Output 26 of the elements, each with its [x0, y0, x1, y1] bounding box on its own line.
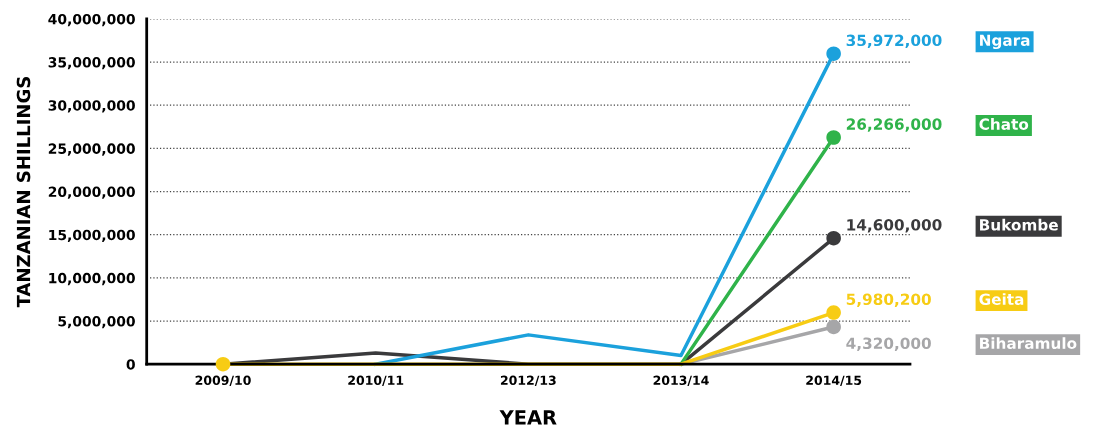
x-tick-label: 2013/14	[653, 375, 709, 386]
x-tick-label: 2009/10	[195, 375, 251, 386]
y-tick-label: 10,000,000	[49, 272, 135, 286]
y-tick-label: 25,000,000	[48, 143, 135, 156]
y-tick-label: 40,000,000	[48, 13, 135, 27]
data-label: 14,600,000	[847, 219, 942, 233]
text: Ngara	[980, 34, 1030, 50]
data-label: 26,266,000	[846, 118, 942, 132]
data-label: 5,980,200	[846, 293, 931, 307]
text: Biharamulo	[980, 337, 1077, 350]
y-tick-label: 35,000,000	[48, 57, 135, 70]
x-tick-label: 2010/11	[348, 375, 404, 386]
x-axis-title: YEAR	[499, 410, 557, 425]
y-tick-label: 15,000,000	[49, 229, 135, 242]
y-tick-label: 30,000,000	[48, 100, 135, 113]
x-tick-label: 2014/15	[806, 375, 862, 386]
y-axis-title: TANZANIAN SHILLINGS	[16, 77, 31, 308]
text: Bukombe	[980, 218, 1058, 231]
data-label: 4,320,000	[846, 337, 931, 351]
y-tick-label: 20,000,000	[48, 186, 135, 199]
y-tick-label: 5,000,000	[58, 316, 135, 329]
y-tick-label: 0	[126, 359, 135, 370]
data-label: 35,972,000	[846, 34, 942, 49]
x-tick-label: 2012/13	[500, 375, 556, 386]
text: Chato	[979, 118, 1029, 130]
text: Geita	[979, 293, 1024, 306]
